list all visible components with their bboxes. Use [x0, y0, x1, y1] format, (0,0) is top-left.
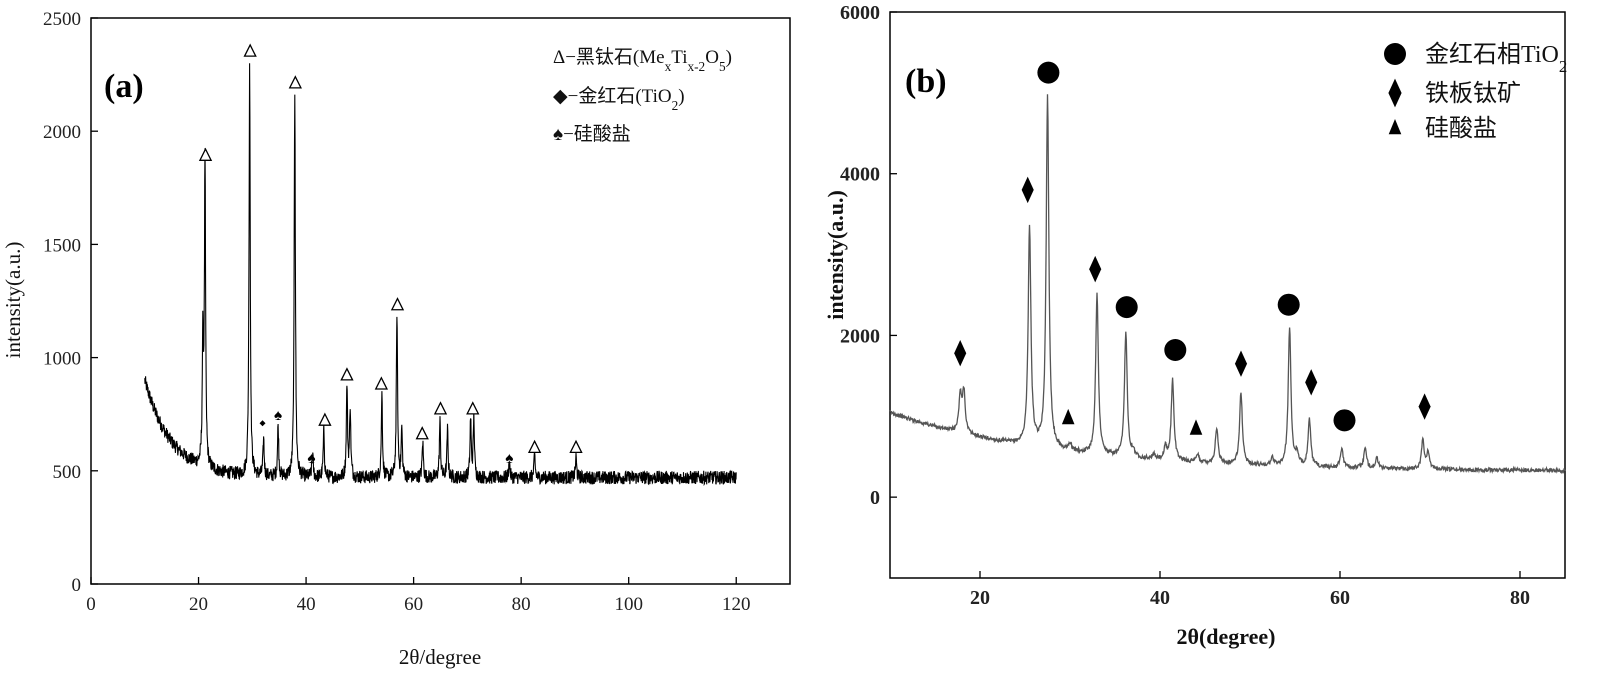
x-tick-label: 60 — [404, 594, 423, 615]
panel-a: (a) 2θ/degree intensity(a.u.) 0 20 40 60 80 1… — [1, 9, 791, 669]
spade-peak-marker-icon: ♠ — [505, 450, 513, 467]
legend-entry: Δ−黑钛石(MexTix-2O5) — [553, 46, 732, 74]
x-tick-label: 100 — [614, 594, 643, 615]
plot-frame — [889, 11, 1566, 579]
y-tick-label: 0 — [870, 487, 880, 509]
x-tick-label: 80 — [512, 594, 531, 615]
x-tick-label: 20 — [970, 587, 990, 609]
panel-b-y-axis-label: intensity(a.u.) — [823, 190, 848, 320]
legend-text: 金红石相TiO — [1425, 41, 1559, 68]
open-triangle-peak-marker-icon — [390, 297, 405, 311]
legend-entry: 硅酸盐 — [1425, 115, 1497, 142]
diamond-peak-marker-icon — [1234, 350, 1248, 377]
x-tick-label: 120 — [722, 594, 751, 615]
open-triangle-peak-marker-icon — [340, 367, 354, 381]
legend-entry: 金红石相TiO2 — [1425, 41, 1567, 76]
y-tick-label: 2000 — [43, 122, 81, 143]
open-triangle-peak-marker-icon — [415, 426, 429, 440]
circle-peak-marker-icon — [1277, 293, 1300, 316]
legend-diamond-icon — [1388, 78, 1402, 108]
legend-subscript: 2 — [672, 98, 679, 113]
open-triangle-peak-marker-icon — [466, 401, 480, 415]
panel-a-label: (a) — [104, 68, 144, 105]
diamond-peak-marker-icon — [954, 340, 967, 367]
legend-text: Ti — [671, 47, 687, 68]
legend-text: O — [705, 47, 719, 68]
x-tick-label: 80 — [1510, 587, 1530, 609]
x-tick-label: 20 — [189, 594, 208, 615]
legend-entry: ◆−金红石(TiO2) — [553, 85, 685, 113]
diamond-peak-marker-icon — [1021, 176, 1034, 204]
legend-text: 铁板钛矿 — [1425, 80, 1521, 107]
legend-subscript: x-2 — [687, 59, 705, 74]
legend-text: 硅酸盐 — [1425, 115, 1497, 142]
panel-b: (b) 2θ(degree) intensity(a.u.) 20 40 60 80 0… — [823, 2, 1567, 649]
panel-b-x-axis-label: 2θ(degree) — [1176, 624, 1275, 649]
legend-text: ♠−硅酸盐 — [553, 123, 631, 145]
y-tick-label: 4000 — [840, 164, 880, 186]
x-tick-label: 40 — [1150, 587, 1170, 609]
legend-text: Δ−黑钛石(Me — [553, 46, 665, 68]
panel-a-y-axis-label: intensity(a.u.) — [1, 242, 25, 359]
legend-subscript: 2 — [1559, 57, 1567, 76]
y-tick-label: 2000 — [840, 325, 880, 347]
open-triangle-peak-marker-icon — [243, 43, 257, 57]
diamond-peak-marker-icon — [259, 420, 266, 427]
circle-peak-marker-icon — [1037, 61, 1060, 84]
spade-peak-marker-icon: ♠ — [307, 450, 315, 467]
open-triangle-peak-marker-icon — [288, 75, 302, 89]
y-tick-label: 1000 — [43, 349, 81, 370]
legend-text: ) — [726, 47, 732, 68]
legend-circle-icon — [1384, 43, 1406, 65]
x-tick-label: 0 — [86, 594, 96, 615]
y-tick-label: 2500 — [43, 9, 81, 30]
diamond-peak-marker-icon — [1089, 255, 1102, 283]
open-triangle-peak-marker-icon — [318, 412, 332, 426]
plot-frame — [90, 17, 791, 585]
legend-subscript: 5 — [719, 59, 726, 74]
y-tick-label: 6000 — [840, 2, 880, 24]
legend-text: ◆−金红石(TiO — [553, 85, 672, 107]
xrd-series-line — [889, 94, 1566, 475]
legend-subscript: x — [665, 59, 672, 74]
open-triangle-peak-marker-icon — [569, 439, 583, 454]
legend-entry: ♠−硅酸盐 — [553, 123, 631, 145]
circle-peak-marker-icon — [1115, 296, 1138, 319]
spade-peak-marker-icon: ♠ — [274, 407, 282, 424]
triangle-peak-marker-icon — [1189, 419, 1203, 435]
legend-entry: 铁板钛矿 — [1425, 80, 1521, 107]
open-triangle-peak-marker-icon — [374, 376, 389, 390]
x-tick-label: 40 — [297, 594, 316, 615]
y-tick-label: 0 — [72, 575, 82, 596]
circle-peak-marker-icon — [1333, 409, 1356, 432]
triangle-peak-marker-icon — [1061, 408, 1075, 425]
y-tick-label: 1500 — [43, 235, 81, 256]
open-triangle-peak-marker-icon — [198, 147, 213, 161]
open-triangle-peak-marker-icon — [433, 401, 448, 415]
panel-a-x-axis-label: 2θ/degree — [399, 645, 481, 669]
x-tick-label: 60 — [1330, 587, 1350, 609]
open-triangle-peak-marker-icon — [527, 439, 542, 454]
legend-text: ) — [678, 86, 684, 107]
legend-triangle-icon — [1388, 119, 1402, 135]
diamond-peak-marker-icon — [1418, 393, 1431, 420]
diamond-peak-marker-icon — [1305, 369, 1318, 396]
circle-peak-marker-icon — [1164, 338, 1187, 361]
panel-b-label: (b) — [905, 63, 947, 100]
xrd-series-line — [144, 63, 737, 487]
y-tick-label: 500 — [53, 462, 82, 483]
